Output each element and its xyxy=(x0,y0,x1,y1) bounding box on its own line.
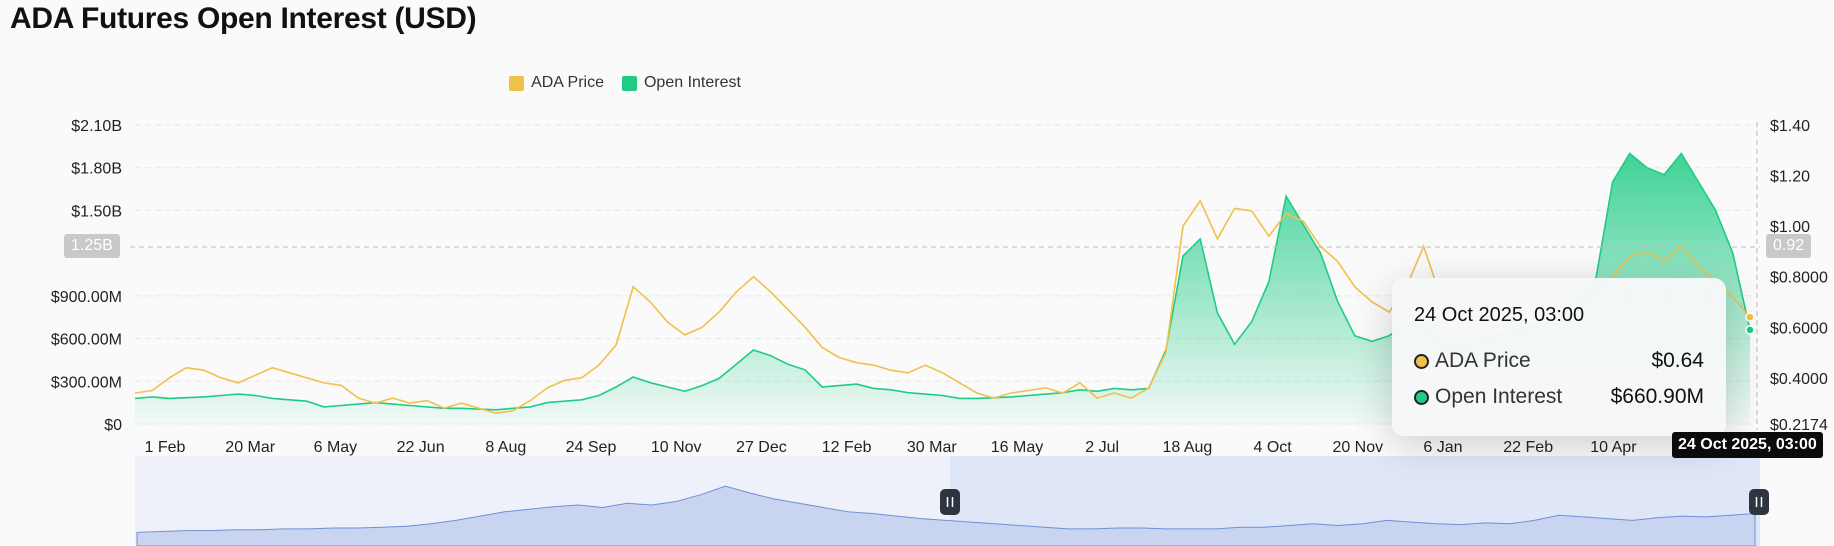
x-tick-label: 22 Jun xyxy=(397,439,445,456)
y-right-tick-label: $1.20 xyxy=(1770,169,1810,186)
navigator-handle-grip xyxy=(940,489,960,515)
y-right-crosshair-label: 0.92 xyxy=(1766,234,1812,258)
navigator-handle-right[interactable] xyxy=(1749,489,1769,515)
x-tick-label: 12 Feb xyxy=(822,439,872,456)
chart-legend: ADA Price Open Interest xyxy=(0,74,1250,92)
legend-item-oi[interactable]: Open Interest xyxy=(621,74,741,92)
y-left-tick-label: $0 xyxy=(104,417,122,434)
navigator-handle-left[interactable] xyxy=(940,489,960,515)
tooltip-dot-price xyxy=(1414,353,1429,369)
y-right-tick-label: $0.4000 xyxy=(1770,371,1828,388)
legend-swatch-price xyxy=(509,75,525,91)
axes: $0 $300.00M $600.00M $900.00M $1.50B $1.80B $2… xyxy=(51,118,1828,456)
y-left-crosshair-label: 1.25B xyxy=(64,234,120,258)
y-left-tick-label: $600.00M xyxy=(51,332,122,349)
y-right-tick-label: $1.00 xyxy=(1770,219,1810,236)
tooltip-row-oi: Open Interest $660.90M xyxy=(1414,385,1704,409)
x-tick-label: 24 Sep xyxy=(566,439,617,456)
y-right-tick-label: $0.8000 xyxy=(1770,270,1828,287)
x-tick-label: 10 Nov xyxy=(651,439,702,456)
x-tick-label: 8 Aug xyxy=(485,439,526,456)
tooltip: 24 Oct 2025, 03:00 ADA Price $0.64 Open … xyxy=(1392,278,1726,436)
navigator-handle-grip xyxy=(1749,489,1769,515)
tooltip-label-oi: Open Interest xyxy=(1435,385,1563,408)
x-tick-label: 10 Apr xyxy=(1590,439,1637,456)
legend-item-price[interactable]: ADA Price xyxy=(509,74,604,92)
price-end-marker xyxy=(1745,312,1755,322)
x-tick-label: 20 Mar xyxy=(225,439,275,456)
legend-label-price: ADA Price xyxy=(531,74,604,91)
y-left-tick-label: $300.00M xyxy=(51,374,122,391)
page-title: ADA Futures Open Interest (USD) xyxy=(10,2,477,35)
tooltip-value-price: $0.64 xyxy=(1651,349,1704,372)
x-tick-label: 20 Nov xyxy=(1332,439,1383,456)
legend-label-oi: Open Interest xyxy=(643,74,741,91)
legend-swatch-oi xyxy=(621,75,637,91)
y-left-tick-label: $900.00M xyxy=(51,289,122,306)
x-tick-label: 4 Oct xyxy=(1253,439,1292,456)
tooltip-dot-oi xyxy=(1414,389,1429,405)
x-tick-label: 6 May xyxy=(314,439,358,456)
y-right-tick-label: $0.6000 xyxy=(1770,320,1828,337)
x-tick-label: 2 Jul xyxy=(1085,439,1119,456)
x-tick-label: 22 Feb xyxy=(1503,439,1553,456)
y-left-tick-label: $2.10B xyxy=(71,118,122,135)
tooltip-row-price: ADA Price $0.64 xyxy=(1414,349,1704,373)
x-tick-label: 16 May xyxy=(991,439,1043,456)
oi-area xyxy=(135,153,1750,424)
navigator xyxy=(135,456,1769,546)
x-tick-label: 6 Jan xyxy=(1423,439,1462,456)
navigator-series xyxy=(136,485,1756,546)
y-left-tick-label: $1.80B xyxy=(71,161,122,178)
x-tick-label: 30 Mar xyxy=(907,439,957,456)
y-right-tick-label: $0.2174 xyxy=(1770,417,1828,434)
oi-end-marker xyxy=(1745,325,1755,335)
tooltip-date: 24 Oct 2025, 03:00 xyxy=(1414,304,1585,326)
x-crosshair-label: 24 Oct 2025, 03:00 xyxy=(1672,432,1823,458)
tooltip-value-oi: $660.90M xyxy=(1610,385,1704,408)
x-tick-label: 18 Aug xyxy=(1162,439,1212,456)
x-tick-label: 1 Feb xyxy=(145,439,186,456)
x-tick-label: 27 Dec xyxy=(736,439,787,456)
y-left-tick-label: $1.50B xyxy=(71,203,122,220)
tooltip-label-price: ADA Price xyxy=(1435,349,1531,372)
y-right-tick-label: $1.40 xyxy=(1770,118,1810,135)
